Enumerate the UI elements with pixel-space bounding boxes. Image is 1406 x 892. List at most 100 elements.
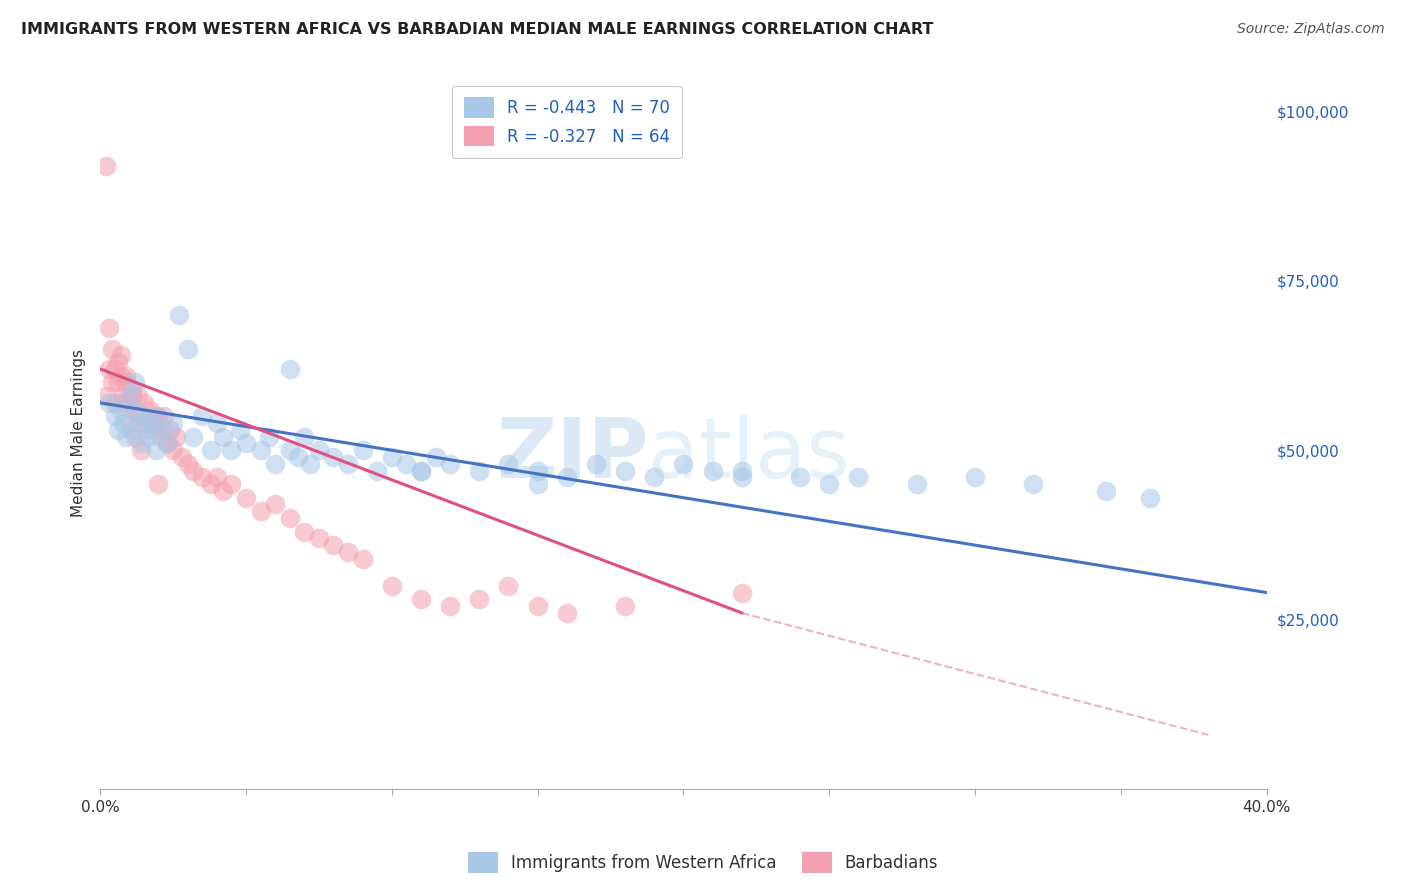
Point xyxy=(409,592,432,607)
Point xyxy=(287,450,309,464)
Point xyxy=(112,416,135,430)
Point xyxy=(129,409,152,424)
Point xyxy=(905,477,928,491)
Point xyxy=(211,430,233,444)
Point xyxy=(468,592,491,607)
Point xyxy=(94,389,117,403)
Point xyxy=(110,402,132,417)
Point xyxy=(1139,491,1161,505)
Point xyxy=(170,450,193,464)
Point xyxy=(162,416,184,430)
Point xyxy=(104,396,127,410)
Y-axis label: Median Male Earnings: Median Male Earnings xyxy=(72,350,86,517)
Point xyxy=(352,443,374,458)
Point xyxy=(127,416,149,430)
Point xyxy=(278,362,301,376)
Point xyxy=(292,524,315,539)
Point xyxy=(118,396,141,410)
Point xyxy=(110,368,132,383)
Point xyxy=(101,376,124,390)
Point xyxy=(156,436,179,450)
Point xyxy=(526,477,548,491)
Point xyxy=(555,606,578,620)
Point xyxy=(107,376,129,390)
Point xyxy=(425,450,447,464)
Point xyxy=(439,457,461,471)
Point xyxy=(142,423,165,437)
Point xyxy=(468,464,491,478)
Point xyxy=(129,436,152,450)
Point xyxy=(135,416,157,430)
Point xyxy=(409,464,432,478)
Point xyxy=(292,430,315,444)
Point xyxy=(1095,483,1118,498)
Point xyxy=(731,585,754,599)
Point xyxy=(118,416,141,430)
Point xyxy=(115,376,138,390)
Point xyxy=(115,368,138,383)
Point xyxy=(112,389,135,403)
Point xyxy=(124,402,146,417)
Point xyxy=(259,430,281,444)
Point xyxy=(138,416,160,430)
Point xyxy=(965,470,987,484)
Point xyxy=(731,464,754,478)
Point xyxy=(183,430,205,444)
Point xyxy=(205,416,228,430)
Point xyxy=(702,464,724,478)
Point xyxy=(381,450,404,464)
Point xyxy=(104,362,127,376)
Point xyxy=(107,423,129,437)
Point xyxy=(191,470,214,484)
Point xyxy=(148,409,170,424)
Point xyxy=(145,443,167,458)
Point xyxy=(127,389,149,403)
Point xyxy=(156,436,179,450)
Point xyxy=(221,443,243,458)
Point xyxy=(235,491,257,505)
Point xyxy=(121,423,143,437)
Point xyxy=(200,477,222,491)
Point xyxy=(498,457,520,471)
Point xyxy=(183,464,205,478)
Point xyxy=(148,416,170,430)
Point xyxy=(526,599,548,614)
Text: ZIP: ZIP xyxy=(496,414,648,495)
Point xyxy=(97,396,120,410)
Point xyxy=(176,457,198,471)
Point xyxy=(337,457,360,471)
Point xyxy=(124,376,146,390)
Point xyxy=(235,436,257,450)
Point xyxy=(129,443,152,458)
Point xyxy=(200,443,222,458)
Point xyxy=(97,362,120,376)
Point xyxy=(97,321,120,335)
Point xyxy=(107,355,129,369)
Point xyxy=(789,470,811,484)
Point xyxy=(118,389,141,403)
Text: IMMIGRANTS FROM WESTERN AFRICA VS BARBADIAN MEDIAN MALE EARNINGS CORRELATION CHA: IMMIGRANTS FROM WESTERN AFRICA VS BARBAD… xyxy=(21,22,934,37)
Point xyxy=(167,308,190,322)
Point xyxy=(165,430,187,444)
Point xyxy=(121,389,143,403)
Point xyxy=(124,402,146,417)
Point xyxy=(162,443,184,458)
Legend: R = -0.443   N = 70, R = -0.327   N = 64: R = -0.443 N = 70, R = -0.327 N = 64 xyxy=(451,86,682,158)
Legend: Immigrants from Western Africa, Barbadians: Immigrants from Western Africa, Barbadia… xyxy=(461,846,945,880)
Point xyxy=(308,443,330,458)
Point xyxy=(150,430,173,444)
Point xyxy=(731,470,754,484)
Point xyxy=(526,464,548,478)
Point xyxy=(264,457,287,471)
Point xyxy=(159,423,181,437)
Point xyxy=(614,464,637,478)
Point xyxy=(145,409,167,424)
Point xyxy=(337,545,360,559)
Point xyxy=(229,423,252,437)
Point xyxy=(643,470,665,484)
Point xyxy=(121,382,143,396)
Point xyxy=(308,532,330,546)
Point xyxy=(278,443,301,458)
Point xyxy=(848,470,870,484)
Point xyxy=(366,464,388,478)
